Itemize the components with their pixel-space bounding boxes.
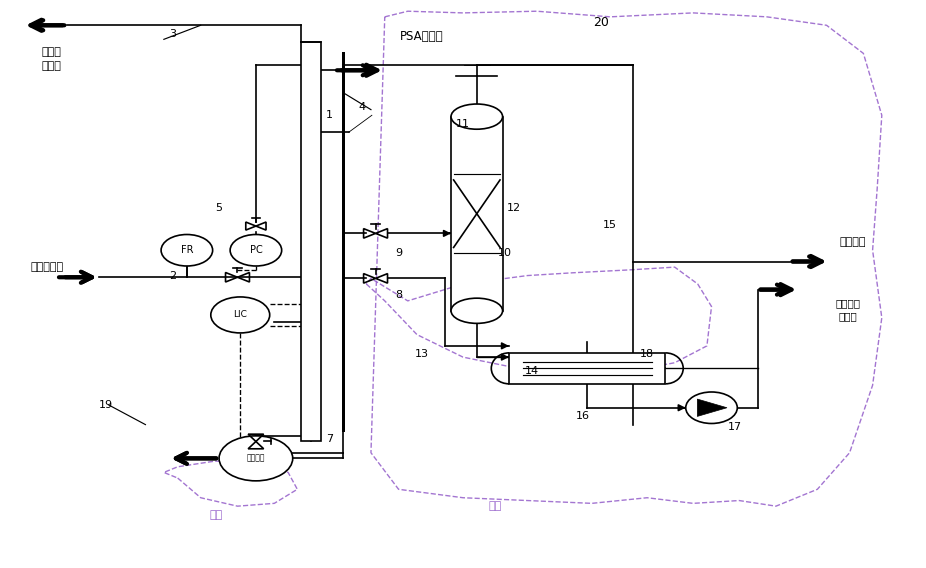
Ellipse shape bbox=[451, 298, 503, 323]
Circle shape bbox=[686, 392, 737, 424]
Text: PC: PC bbox=[249, 245, 262, 255]
Text: 6: 6 bbox=[248, 237, 255, 247]
Text: 5: 5 bbox=[216, 203, 222, 213]
Circle shape bbox=[161, 235, 213, 266]
Text: 放空气
去火炬: 放空气 去火炬 bbox=[42, 47, 61, 70]
Bar bbox=[509, 353, 666, 384]
Text: 18: 18 bbox=[640, 349, 654, 360]
Polygon shape bbox=[697, 399, 727, 416]
Text: 13: 13 bbox=[415, 349, 429, 360]
Text: 11: 11 bbox=[456, 119, 470, 129]
Text: LIC: LIC bbox=[233, 311, 247, 319]
Text: 2: 2 bbox=[169, 270, 177, 281]
Text: 9: 9 bbox=[395, 248, 402, 258]
Text: 15: 15 bbox=[603, 220, 618, 230]
Text: 12: 12 bbox=[507, 203, 520, 213]
Text: 7: 7 bbox=[326, 434, 333, 444]
Text: 8: 8 bbox=[395, 290, 402, 300]
Text: 新增: 新增 bbox=[489, 501, 502, 511]
Text: 火炬总管: 火炬总管 bbox=[839, 237, 866, 247]
Text: 1: 1 bbox=[326, 110, 333, 120]
Text: 19: 19 bbox=[99, 400, 113, 410]
Text: 甲醇驰放气: 甲醇驰放气 bbox=[31, 262, 64, 272]
Ellipse shape bbox=[451, 104, 503, 129]
Bar bbox=[451, 116, 503, 311]
Text: PSA吸附塔: PSA吸附塔 bbox=[400, 30, 444, 43]
Text: 20: 20 bbox=[594, 16, 609, 29]
Circle shape bbox=[211, 297, 269, 333]
Text: 4: 4 bbox=[358, 102, 366, 112]
Text: 删除: 删除 bbox=[209, 509, 223, 520]
Text: 3: 3 bbox=[169, 29, 177, 39]
Bar bbox=[301, 42, 321, 441]
Text: 17: 17 bbox=[728, 423, 742, 432]
Circle shape bbox=[231, 235, 282, 266]
Text: 10: 10 bbox=[497, 248, 511, 258]
Circle shape bbox=[219, 436, 293, 481]
Text: 16: 16 bbox=[576, 411, 590, 421]
Text: FR: FR bbox=[181, 245, 194, 255]
Text: 甲醇不合
格品罐: 甲醇不合 格品罐 bbox=[835, 298, 860, 321]
Text: 去污水厂: 去污水厂 bbox=[246, 454, 265, 463]
Text: 14: 14 bbox=[525, 366, 539, 376]
